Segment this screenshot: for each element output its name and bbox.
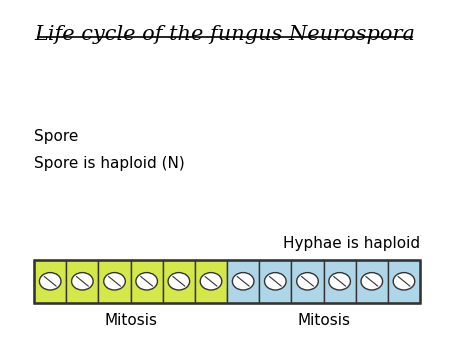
Circle shape (297, 272, 318, 290)
Bar (356, 260, 388, 303)
Circle shape (361, 272, 382, 290)
Text: Hyphae is haploid: Hyphae is haploid (283, 236, 420, 251)
Circle shape (200, 272, 222, 290)
Circle shape (329, 272, 351, 290)
Bar (227, 260, 259, 303)
Circle shape (104, 272, 125, 290)
Bar (195, 260, 227, 303)
Bar (66, 260, 99, 303)
Text: Mitosis: Mitosis (297, 313, 350, 328)
Text: Spore: Spore (34, 129, 78, 144)
Bar (130, 260, 163, 303)
Bar (324, 260, 356, 303)
Circle shape (136, 272, 158, 290)
Circle shape (232, 272, 254, 290)
Bar (388, 260, 420, 303)
Circle shape (168, 272, 189, 290)
Bar (163, 260, 195, 303)
Bar (34, 260, 420, 303)
Text: Spore is haploid (N): Spore is haploid (N) (34, 155, 185, 171)
Text: Life cycle of the fungus Neurospora: Life cycle of the fungus Neurospora (35, 25, 415, 44)
Bar (34, 260, 66, 303)
Circle shape (265, 272, 286, 290)
Circle shape (40, 272, 61, 290)
Circle shape (72, 272, 93, 290)
Circle shape (393, 272, 415, 290)
Bar (99, 260, 130, 303)
Bar (292, 260, 324, 303)
Bar (259, 260, 292, 303)
Text: Mitosis: Mitosis (104, 313, 157, 328)
